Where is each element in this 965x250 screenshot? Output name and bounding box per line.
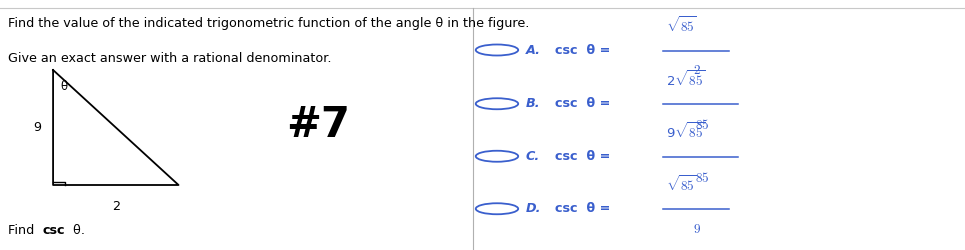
Text: $2$: $2$ [693,64,702,78]
Text: $\sqrt{85}$: $\sqrt{85}$ [666,174,697,194]
Text: csc  θ =: csc θ = [555,44,610,57]
Text: 2$\sqrt{85}$: 2$\sqrt{85}$ [666,69,705,89]
Text: $85$: $85$ [695,171,709,185]
Text: $85$: $85$ [695,118,709,132]
Text: csc: csc [42,224,65,237]
Text: θ.: θ. [69,224,85,237]
Text: Find: Find [8,224,38,237]
Text: C.: C. [526,150,540,163]
Text: csc  θ =: csc θ = [555,150,610,163]
Text: θ: θ [61,80,68,93]
Text: 9: 9 [34,121,41,134]
Text: csc  θ =: csc θ = [555,202,610,215]
Text: B.: B. [526,97,540,110]
Text: csc  θ =: csc θ = [555,97,610,110]
Text: D.: D. [526,202,541,215]
Text: Find the value of the indicated trigonometric function of the angle θ in the fig: Find the value of the indicated trigonom… [8,18,529,30]
Text: $\sqrt{85}$: $\sqrt{85}$ [666,15,697,35]
Text: #7: #7 [287,104,350,146]
Text: A.: A. [526,44,541,57]
Text: 2: 2 [112,200,120,213]
Text: 9$\sqrt{85}$: 9$\sqrt{85}$ [666,122,705,141]
Text: $9$: $9$ [693,223,702,236]
Text: Give an exact answer with a rational denominator.: Give an exact answer with a rational den… [8,52,331,66]
